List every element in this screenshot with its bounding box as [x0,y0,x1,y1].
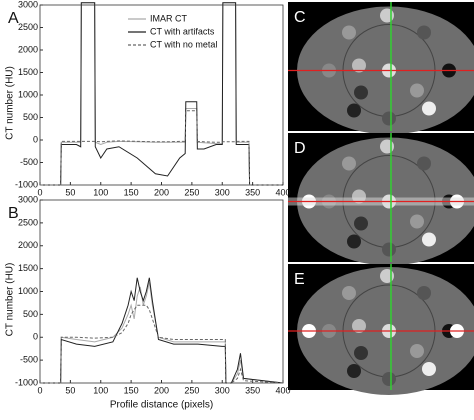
x-tick-label: 150 [124,187,139,197]
insert [410,344,424,358]
y-tick-label: 500 [23,112,38,122]
x-tick-label: 250 [184,187,199,197]
x-tick-label: 200 [154,385,169,395]
y-tick-label: 1000 [18,89,38,99]
x-axis-title: Profile distance (pixels) [110,400,213,411]
y-tick-label: 0 [33,134,38,144]
legend-label: CT with no metal [150,39,217,49]
insert [417,156,431,171]
insert [380,8,394,23]
series-line [40,2,283,186]
x-tick-label: 350 [245,187,260,197]
insert [422,362,436,376]
y-tick-label: 2500 [18,22,38,32]
x-tick-label: 100 [93,385,108,395]
insert [347,234,361,249]
insert [382,372,396,386]
y-tick-label: 2000 [18,44,38,54]
x-tick-label: 0 [37,385,42,395]
y-tick-label: -1000 [15,377,38,387]
y-tick-label: -1000 [15,179,38,189]
panel-label: D [294,140,306,157]
panel-label: B [8,205,19,222]
y-tick-label: 0 [33,332,38,342]
insert [380,139,394,154]
insert [354,216,368,231]
ct-images: C D E [288,2,474,395]
insert [417,286,431,300]
y-tick-label: 1500 [18,263,38,273]
insert [382,111,396,126]
y-axis-title: CT number (HU) [5,263,16,337]
insert [347,103,361,118]
insert [352,319,366,333]
x-tick-label: 200 [154,187,169,197]
plot-frame [39,199,284,384]
x-tick-label: 100 [93,187,108,197]
x-tick-label: 150 [124,385,139,395]
y-tick-label: 500 [23,309,38,319]
y-tick-label: 2000 [18,240,38,250]
x-tick-label: 300 [215,187,230,197]
insert [422,101,436,116]
panel-label: C [294,9,306,26]
insert [342,286,356,300]
insert [410,83,424,98]
y-axis-title: CT number (HU) [5,66,16,140]
x-tick-label: 50 [65,187,75,197]
y-tick-label: 1000 [18,286,38,296]
insert [422,232,436,247]
insert [342,156,356,171]
insert [347,364,361,378]
insert [382,242,396,257]
x-tick-label: 400 [275,385,290,395]
panel-label: E [294,271,305,288]
y-tick-label: -500 [20,157,38,167]
y-tick-label: -500 [20,355,38,365]
y-tick-label: 3000 [18,0,38,9]
x-tick-label: 0 [37,187,42,197]
y-tick-label: 1500 [18,67,38,77]
y-tick-label: 3000 [18,194,38,204]
legend-label: CT with artifacts [150,26,215,36]
insert [380,269,394,283]
x-tick-label: 250 [184,385,199,395]
insert [410,214,424,229]
x-tick-label: 350 [245,385,260,395]
series-line [40,304,284,384]
insert [417,25,431,40]
insert [352,58,366,73]
panel-label: A [8,10,19,27]
series-line [40,110,283,186]
x-tick-label: 400 [275,187,290,197]
x-tick-label: 50 [65,385,75,395]
y-tick-label: 2500 [18,217,38,227]
legend-label: IMAR CT [150,13,188,23]
insert [354,346,368,360]
insert [354,85,368,100]
insert [342,25,356,40]
x-tick-label: 300 [215,385,230,395]
